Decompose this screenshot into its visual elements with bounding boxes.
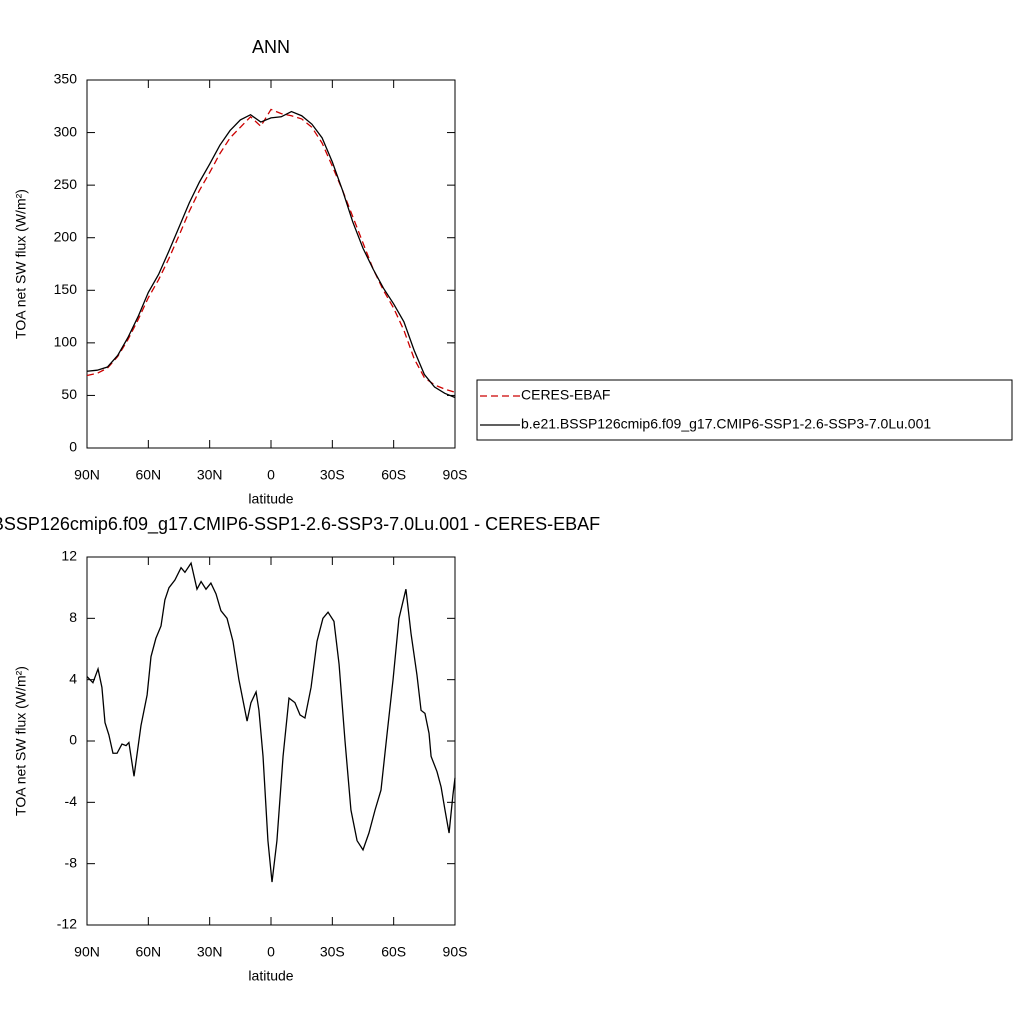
chart-title: b.e21.BSSP126cmip6.f09_g17.CMIP6-SSP1-2.… (0, 514, 600, 535)
x-tick-label: 0 (267, 467, 275, 483)
x-tick-label: 30S (320, 944, 345, 960)
legend-label: CERES-EBAF (521, 387, 610, 403)
y-tick-label: 0 (69, 732, 77, 748)
y-tick-label: -8 (65, 854, 78, 870)
x-tick-label: 90N (74, 467, 100, 483)
x-tick-label: 60N (135, 944, 161, 960)
y-tick-label: 300 (54, 123, 78, 139)
y-tick-label: 12 (61, 548, 77, 564)
x-tick-label: 90S (443, 467, 468, 483)
y-tick-label: 350 (54, 71, 78, 87)
x-tick-label: 60S (381, 944, 406, 960)
y-tick-label: 250 (54, 176, 78, 192)
data-line (86, 561, 456, 883)
x-tick-label: 90S (443, 944, 468, 960)
x-tick-label: 90N (74, 944, 100, 960)
x-tick-label: 60S (381, 467, 406, 483)
y-tick-label: 100 (54, 334, 78, 350)
x-tick-label: 30N (197, 467, 223, 483)
x-axis-label: latitude (248, 491, 293, 507)
x-tick-label: 0 (267, 944, 275, 960)
x-tick-label: 30S (320, 467, 345, 483)
y-axis-label: TOA net SW flux (W/m²) (13, 189, 29, 339)
y-tick-label: 50 (61, 386, 77, 402)
chart-title: ANN (252, 37, 290, 57)
data-line (86, 110, 456, 399)
x-axis-label: latitude (248, 968, 293, 984)
data-line (86, 108, 456, 393)
legend-label: b.e21.BSSP126cmip6.f09_g17.CMIP6-SSP1-2.… (521, 416, 931, 432)
y-tick-label: 200 (54, 228, 78, 244)
y-tick-label: 8 (69, 609, 77, 625)
legend-box (476, 379, 1013, 441)
x-tick-label: 60N (135, 467, 161, 483)
y-tick-label: 4 (69, 670, 77, 686)
y-tick-label: 150 (54, 281, 78, 297)
plot-frame (86, 79, 456, 449)
y-tick-label: -12 (57, 916, 77, 932)
y-tick-label: 0 (69, 439, 77, 455)
y-axis-label: TOA net SW flux (W/m²) (13, 666, 29, 816)
x-tick-label: 30N (197, 944, 223, 960)
y-tick-label: -4 (65, 793, 78, 809)
